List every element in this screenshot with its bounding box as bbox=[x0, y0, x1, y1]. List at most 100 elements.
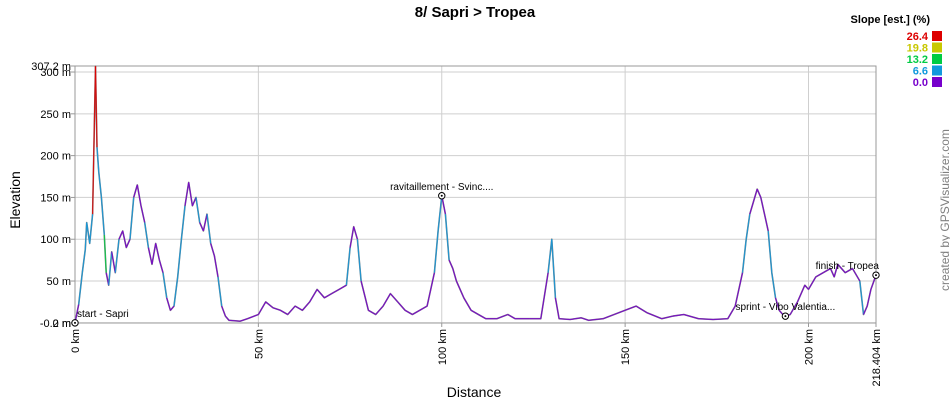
slope-segment bbox=[265, 301, 274, 309]
waypoint-label: start - Sapri bbox=[77, 309, 129, 320]
slope-segment bbox=[108, 251, 113, 286]
slope-segment bbox=[360, 280, 369, 311]
legend-swatch bbox=[932, 77, 942, 87]
slope-segment bbox=[624, 305, 637, 311]
slope-segment bbox=[833, 264, 839, 278]
slope-segment bbox=[496, 313, 509, 320]
slope-segment bbox=[92, 122, 95, 215]
y-tick-label: -0.2 m bbox=[40, 318, 71, 330]
x-tick-label: 150 km bbox=[620, 329, 632, 365]
waypoint-center bbox=[875, 274, 877, 277]
legend-swatch bbox=[932, 31, 942, 41]
y-axis-ticks: -0.2 m0 m 50 m 100 m 150 m 200 m 250 m 300 m30… bbox=[31, 61, 75, 330]
slope-segment bbox=[683, 313, 699, 320]
slope-segment bbox=[349, 226, 355, 248]
slope-segment bbox=[635, 305, 648, 314]
slope-segment bbox=[94, 66, 98, 148]
slope-segment bbox=[125, 238, 131, 248]
grid-lines bbox=[75, 66, 876, 324]
slope-segment bbox=[158, 259, 164, 273]
slope-segment bbox=[419, 305, 428, 311]
slope-segment bbox=[166, 297, 171, 311]
waypoints: start - Sapri ravitaillement - Svinc.... s… bbox=[71, 182, 880, 327]
y-tick-label: 307.2 m bbox=[31, 61, 71, 73]
slope-segment bbox=[741, 239, 747, 273]
slope-segment bbox=[224, 315, 230, 321]
slope-segment bbox=[136, 184, 142, 206]
slope-segment bbox=[547, 239, 553, 273]
slope-segment bbox=[734, 272, 744, 307]
slope-segment bbox=[239, 318, 248, 322]
slope-segment bbox=[257, 301, 267, 315]
waypoint-center bbox=[784, 315, 787, 318]
slope-segment bbox=[767, 230, 773, 273]
slope-segment bbox=[114, 239, 120, 273]
slope-legend: Slope [est.] (%) 26.419.813.26.60.0 bbox=[851, 14, 942, 89]
slope-segment bbox=[851, 268, 861, 282]
slope-segment bbox=[789, 301, 799, 315]
slope-segment bbox=[151, 243, 157, 265]
slope-segment bbox=[217, 276, 223, 307]
slope-segment bbox=[580, 317, 589, 321]
slope-segment bbox=[774, 297, 780, 311]
slope-segment bbox=[184, 182, 190, 206]
legend-swatch bbox=[932, 65, 942, 76]
plot-frame bbox=[74, 65, 877, 324]
y-tick-label: 0 m bbox=[53, 318, 71, 330]
slope-segment bbox=[78, 272, 83, 305]
legend-entry-label: 13.2 bbox=[907, 54, 928, 66]
y-tick-label: 200 m bbox=[40, 151, 71, 163]
slope-segment bbox=[105, 272, 110, 286]
slope-segment bbox=[202, 213, 208, 232]
slope-segment bbox=[356, 239, 362, 282]
slope-segment bbox=[144, 222, 149, 248]
slope-segment bbox=[763, 213, 769, 232]
slope-segment bbox=[455, 280, 465, 299]
slope-segment bbox=[804, 284, 809, 290]
slope-segment bbox=[86, 222, 91, 244]
slope-segment bbox=[602, 313, 615, 320]
slope-segment bbox=[389, 293, 399, 303]
waypoint-label: finish - Tropea bbox=[816, 261, 880, 272]
slope-segment bbox=[375, 305, 384, 315]
slope-segment bbox=[760, 197, 766, 215]
slope-segment bbox=[129, 197, 135, 240]
slope-segment bbox=[426, 272, 435, 307]
slope-segment bbox=[866, 289, 872, 307]
y-tick-label: 50 m bbox=[47, 276, 71, 288]
slope-segment bbox=[169, 305, 175, 311]
y-axis-label: Elevation bbox=[7, 171, 23, 229]
slope-segment bbox=[570, 317, 582, 321]
credit-text: created by GPSVisualizer.com bbox=[938, 129, 950, 291]
slope-segment bbox=[554, 297, 560, 319]
slope-segment bbox=[162, 272, 168, 298]
waypoint-label: sprint - Vibo Valentia... bbox=[736, 302, 836, 313]
slope-segment bbox=[353, 226, 358, 240]
slope-segment bbox=[195, 197, 201, 223]
slope-segment bbox=[133, 184, 138, 198]
slope-segment bbox=[191, 197, 197, 207]
slope-segment bbox=[752, 188, 758, 202]
waypoint-center bbox=[440, 194, 443, 197]
waypoint-label: ravitaillement - Svinc.... bbox=[390, 182, 493, 193]
slope-segment bbox=[844, 267, 853, 274]
elevation-profile bbox=[74, 65, 877, 323]
slope-segment bbox=[188, 182, 193, 206]
slope-segment bbox=[324, 293, 332, 299]
slope-segment bbox=[180, 205, 186, 240]
slope-segment bbox=[96, 147, 100, 173]
slope-segment bbox=[140, 205, 146, 223]
slope-segment bbox=[173, 276, 179, 307]
slope-segment bbox=[103, 234, 107, 273]
legend-entry-label: 0.0 bbox=[913, 77, 928, 89]
y-tick-label: 250 m bbox=[40, 109, 71, 121]
slope-segment bbox=[368, 309, 376, 316]
slope-segment bbox=[345, 247, 351, 286]
x-tick-label: 100 km bbox=[437, 329, 449, 365]
slope-segment bbox=[727, 305, 736, 320]
slope-segment bbox=[807, 276, 817, 290]
slope-segment bbox=[822, 267, 831, 274]
slope-segment bbox=[316, 289, 325, 299]
slope-segment bbox=[829, 268, 835, 278]
